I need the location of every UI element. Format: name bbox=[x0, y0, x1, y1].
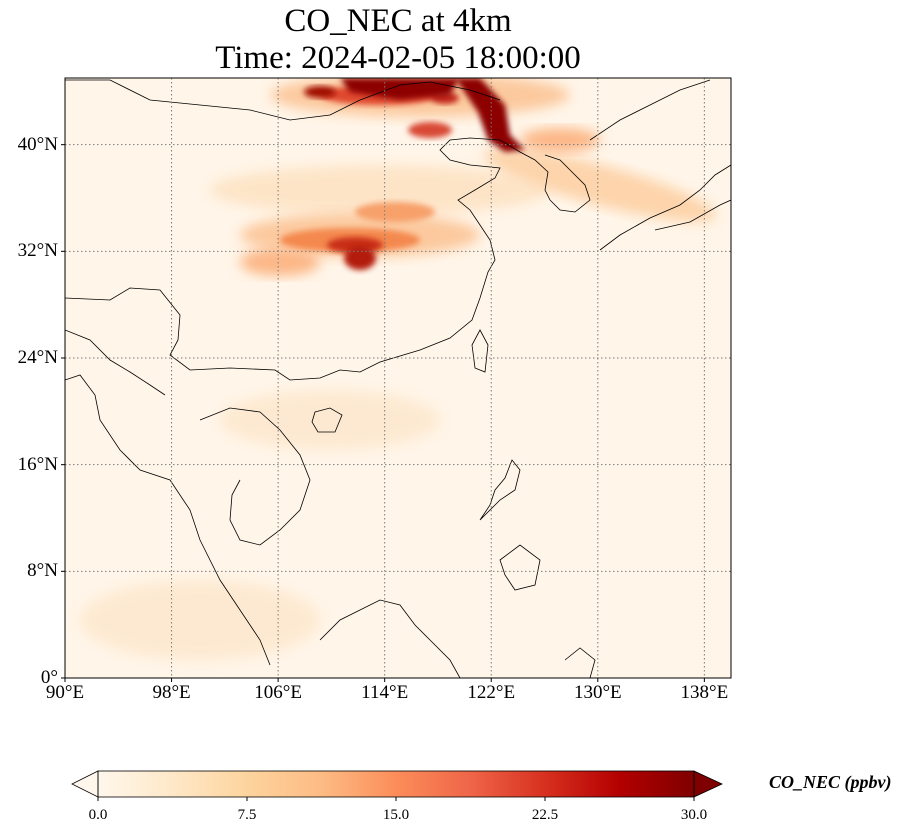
colorbar-label: CO_NEC (ppbv) bbox=[769, 772, 892, 792]
gridlines bbox=[65, 78, 731, 678]
colorbar-extend-high bbox=[693, 770, 723, 798]
lon-tick-label: 122°E bbox=[467, 682, 516, 703]
colorbar-tick-label: 22.5 bbox=[531, 807, 559, 823]
colorbar-tick-label: 15.0 bbox=[382, 807, 410, 823]
lat-tick-label: 16°N bbox=[17, 453, 58, 475]
colorbar-tick-marks bbox=[97, 797, 695, 801]
colorbar bbox=[71, 770, 723, 801]
lon-tick-label: 98°E bbox=[152, 682, 191, 703]
map-title: CO_NEC at 4km bbox=[284, 3, 512, 39]
lat-tick-label: 0° bbox=[40, 667, 58, 688]
colorbar-tick-label: 7.5 bbox=[237, 807, 257, 823]
lon-tick-label: 114°E bbox=[361, 682, 409, 703]
lon-tick-label: 138°E bbox=[680, 682, 729, 703]
lat-tick-label: 32°N bbox=[17, 240, 58, 262]
map-frame bbox=[64, 77, 732, 679]
lat-tick-label: 8°N bbox=[27, 560, 58, 582]
lon-tick-label: 106°E bbox=[254, 682, 302, 703]
lon-tick-label: 130°E bbox=[573, 682, 622, 703]
lat-tick-label: 40°N bbox=[17, 133, 58, 155]
colorbar-tick-label: 30.0 bbox=[680, 807, 708, 823]
colorbar-extend-low bbox=[71, 770, 99, 798]
coastlines bbox=[65, 79, 731, 678]
lon-tick-label: 90°E bbox=[45, 682, 85, 703]
colorbar-gradient bbox=[98, 771, 694, 797]
colorbar-tick-label: 0.0 bbox=[88, 807, 108, 823]
lat-tick-label: 24°N bbox=[17, 347, 58, 368]
map-subtitle-time: Time: 2024-02-05 18:00:00 bbox=[215, 40, 581, 76]
tick-marks bbox=[61, 144, 705, 682]
